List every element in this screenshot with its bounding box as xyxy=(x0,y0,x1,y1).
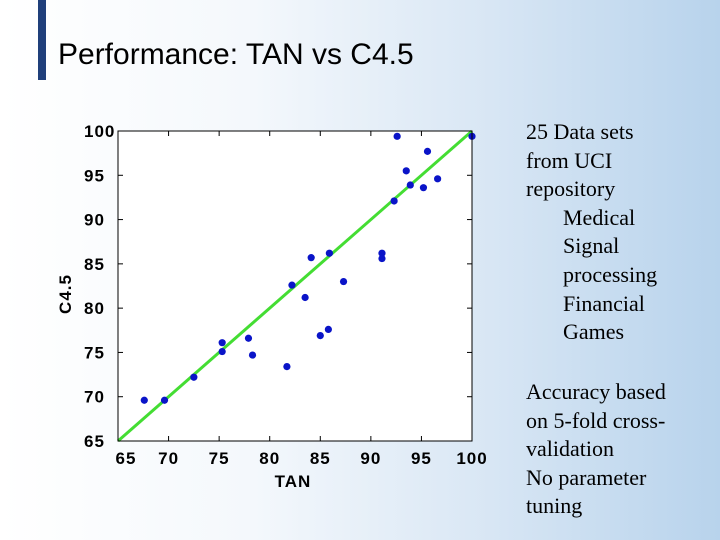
x-tick-label: 75 xyxy=(209,449,230,468)
dataset-info-block: 25 Data sets from UCI repository Medical… xyxy=(526,118,716,347)
data-point xyxy=(190,373,198,381)
data-point xyxy=(434,175,442,183)
title-accent-bar xyxy=(38,0,46,80)
data-point xyxy=(406,181,414,189)
y-tick-label: 80 xyxy=(84,299,105,318)
y-tick-label: 100 xyxy=(84,122,115,141)
x-axis-title: TAN xyxy=(275,472,312,491)
info-sub-item: Signal xyxy=(563,233,620,259)
data-point xyxy=(324,325,332,333)
slide-title: Performance: TAN vs C4.5 xyxy=(58,38,414,71)
y-tick-label: 85 xyxy=(84,255,105,274)
x-tick-label: 80 xyxy=(259,449,280,468)
data-point xyxy=(402,167,410,175)
y-tick-label: 75 xyxy=(84,343,105,362)
info-line: No parameter xyxy=(526,464,647,490)
y-tick-label: 70 xyxy=(84,388,105,407)
x-tick-label: 65 xyxy=(116,449,137,468)
method-info-block: Accuracy based on 5-fold cross- validati… xyxy=(526,378,716,521)
info-sub-item: Medical xyxy=(563,204,636,230)
data-point xyxy=(393,132,401,140)
info-line: repository xyxy=(526,176,616,202)
x-tick-label: 90 xyxy=(360,449,381,468)
data-point xyxy=(390,197,398,205)
data-point xyxy=(419,184,428,192)
y-tick-label: 95 xyxy=(84,166,105,185)
info-line: Accuracy based xyxy=(526,379,666,404)
info-sub-item: Financial xyxy=(563,290,645,316)
info-line: 25 Data sets xyxy=(526,119,634,144)
info-line: validation xyxy=(526,436,614,462)
data-point xyxy=(244,334,253,342)
data-point xyxy=(160,396,169,404)
data-point xyxy=(218,339,226,347)
data-point xyxy=(378,249,386,257)
info-line: on 5-fold cross- xyxy=(526,407,666,433)
data-point xyxy=(248,351,257,359)
data-point xyxy=(288,281,296,289)
x-tick-label: 70 xyxy=(158,449,179,468)
y-tick-label: 90 xyxy=(84,211,105,230)
info-sub-item: processing xyxy=(563,261,658,287)
data-point xyxy=(301,293,309,302)
data-point xyxy=(378,254,386,263)
info-line: from UCI xyxy=(526,147,613,173)
x-tick-label: 100 xyxy=(456,449,487,468)
data-point xyxy=(339,277,348,286)
y-axis-title: C4.5 xyxy=(56,274,75,314)
data-point xyxy=(307,254,315,262)
x-tick-label: 85 xyxy=(310,449,331,468)
data-point xyxy=(325,249,333,257)
plot-frame xyxy=(117,130,473,442)
x-tick-label: 95 xyxy=(411,449,432,468)
data-point xyxy=(283,363,291,371)
y-tick-label: 65 xyxy=(84,432,105,451)
data-point xyxy=(316,332,324,340)
data-point xyxy=(218,347,226,356)
info-line: tuning xyxy=(526,493,583,519)
info-sub-item: Games xyxy=(563,319,625,345)
data-point xyxy=(140,396,148,404)
data-point xyxy=(423,147,432,155)
